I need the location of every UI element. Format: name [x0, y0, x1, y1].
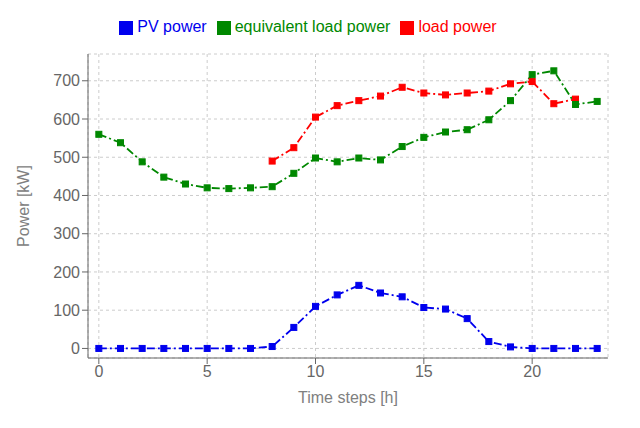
- svg-text:0: 0: [71, 340, 80, 357]
- html-text:PV power: PV power: [137, 18, 207, 35]
- svg-text:15: 15: [415, 363, 433, 380]
- svg-text:500: 500: [53, 149, 80, 166]
- svg-text:Time steps [h]: Time steps [h]: [298, 389, 398, 406]
- svg-text:5: 5: [203, 363, 212, 380]
- svg-text:400: 400: [53, 187, 80, 204]
- svg-text:0: 0: [94, 363, 103, 380]
- svg-text:20: 20: [523, 363, 541, 380]
- svg-text:200: 200: [53, 264, 80, 281]
- svg-text:600: 600: [53, 111, 80, 128]
- html-text:load power: load power: [418, 18, 497, 35]
- svg-text:Power [kW]: Power [kW]: [15, 165, 32, 247]
- svg-text:100: 100: [53, 302, 80, 319]
- svg-text:700: 700: [53, 72, 80, 89]
- html-text:equivalent load power: equivalent load power: [234, 18, 391, 35]
- svg-text:10: 10: [307, 363, 325, 380]
- svg-text:300: 300: [53, 225, 80, 242]
